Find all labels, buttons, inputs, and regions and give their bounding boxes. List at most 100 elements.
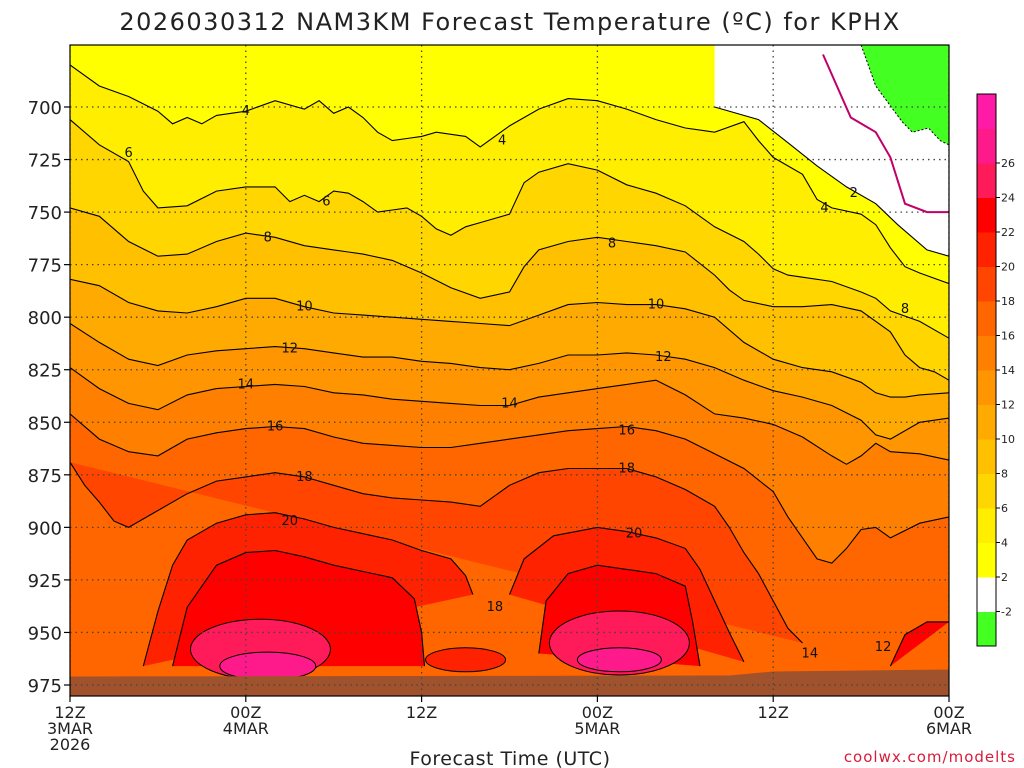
colorbar-swatch-15 [977, 94, 996, 129]
contour-label-18c-18: 18 [618, 462, 635, 477]
contour-label-8c-5: 8 [608, 237, 616, 252]
isotherm-14c-7 [70, 367, 949, 465]
isotherm-22c-13 [538, 564, 701, 667]
x-tick-line: 6MAR [926, 719, 972, 738]
y-tick-label-975: 975 [28, 676, 62, 697]
x-tick-label-24: 12Z [406, 703, 437, 722]
contour-label-14c-12: 14 [238, 377, 255, 392]
isotherm-12c-6 [70, 323, 949, 440]
y-tick-label-750: 750 [28, 203, 62, 224]
colorbar-label-6: 6 [1001, 502, 1008, 515]
colorbar-swatch-12 [977, 197, 996, 233]
plot-frame [69, 44, 950, 697]
x-tick-label-0: 12Z 3MAR 2026 [47, 703, 93, 754]
band-below-minus2 [860, 45, 949, 146]
isotherm-10c-5 [70, 278, 949, 398]
core-26c-5mar [576, 647, 662, 673]
isotherm-4c-2 [70, 64, 949, 285]
colorbar-label-4: 4 [1001, 537, 1008, 550]
colorbar-swatch-4 [977, 473, 996, 509]
x-tick-line: 00Z [933, 703, 964, 722]
isotherm-lines [70, 54, 949, 667]
x-tick-line: 4MAR [223, 719, 269, 738]
colorbar-swatch-14 [977, 128, 996, 164]
colorbar-swatch-13 [977, 163, 996, 198]
contour-labels: 4 4 6 6 8 8 8 10 10 12 12 12 14 14 14 16 16 18 18 18 2 4 20 20 [124, 104, 909, 661]
colorbar-label-10: 10 [1001, 433, 1015, 446]
x-tick-line: 2026 [50, 735, 91, 754]
colorbar-label-16: 16 [1001, 330, 1015, 343]
isotherm-6c-3 [70, 119, 949, 339]
contour-label-4c-1: 4 [498, 134, 506, 149]
x-tick-line: 00Z [230, 703, 261, 722]
contour-label-12c-10: 12 [655, 350, 672, 365]
contour-label-20c-23: 20 [626, 527, 643, 542]
colorbar-label-24: 24 [1001, 192, 1015, 205]
contour-label-8c-6: 8 [901, 302, 909, 317]
x-tick-label-60: 00Z 6MAR [926, 703, 972, 738]
contour-label-2c-20: 2 [850, 186, 858, 201]
contour-label-12c-9: 12 [281, 342, 298, 357]
contour-label-20c-22: 20 [281, 514, 298, 529]
y-tick-label-950: 950 [28, 623, 62, 644]
x-tick-line: 5MAR [574, 719, 620, 738]
contour-label-6c-3: 6 [322, 195, 330, 210]
isotherm-20c-11 [508, 526, 745, 663]
colorbar-swatch-0 [977, 611, 996, 647]
contour-label-10c-7: 10 [296, 300, 313, 315]
contour-label-6c-2: 6 [124, 146, 132, 161]
colorbar-label-14: 14 [1001, 364, 1015, 377]
ground-surface [70, 669, 949, 696]
contour-label-4c-0: 4 [242, 104, 250, 119]
isotherm-22c-14 [889, 621, 949, 667]
x-tick-line: 00Z [582, 703, 613, 722]
isotherm-20c-10 [142, 512, 474, 667]
isotherm-2c-1 [714, 106, 949, 257]
isotherm-16c-8 [70, 413, 949, 564]
y-tick-label-900: 900 [28, 518, 62, 539]
contour-label-16c-16: 16 [618, 424, 635, 439]
colorbar-label-20: 20 [1001, 261, 1015, 274]
y-tick-label-850: 850 [28, 413, 62, 434]
contour-label-18c-17: 18 [296, 470, 313, 485]
x-tick-label-36: 00Z 5MAR [574, 703, 620, 738]
y-tick-label-800: 800 [28, 308, 62, 329]
core-20c-midday [425, 647, 507, 673]
isotherm-8c-4 [70, 207, 949, 381]
gridlines [70, 45, 949, 696]
contour-label-14c-14: 14 [802, 646, 819, 661]
colorbar-swatch-10 [977, 266, 996, 302]
contour-label-4c-21: 4 [820, 201, 828, 216]
y-tick-label-875: 875 [28, 466, 62, 487]
colorbar-swatch-6 [977, 404, 996, 440]
isotherm-22c-12 [172, 549, 426, 667]
x-tick-line: 12Z [406, 703, 437, 722]
x-tick-label-12: 00Z 4MAR [223, 703, 269, 738]
y-tick-label-775: 775 [28, 256, 62, 277]
x-tick-label-48: 12Z [758, 703, 789, 722]
y-tick-label-925: 925 [28, 571, 62, 592]
contour-label-16c-15: 16 [267, 419, 284, 434]
colorbar-swatch-9 [977, 301, 996, 336]
x-tick-line: 12Z [758, 703, 789, 722]
credit-url: coolwx.com/modelts [844, 748, 1016, 766]
contour-label-12c-11: 12 [875, 640, 892, 655]
isotherm-0c-0 [822, 54, 949, 214]
y-tick-label-725: 725 [28, 151, 62, 172]
y-tick-label-825: 825 [28, 361, 62, 382]
colorbar-swatch-2 [977, 542, 996, 578]
contour-label-18c-19: 18 [487, 600, 504, 615]
x-axis-label: Forecast Time (UTC) [410, 748, 611, 768]
y-axis: 700 725 750 775 800 825 850 875 900 925 950 975 [28, 98, 70, 697]
colorbar-swatch-1 [977, 577, 996, 612]
contour-label-10c-8: 10 [648, 298, 665, 313]
x-tick-line: 3MAR [47, 719, 93, 738]
colorbar-swatch-8 [977, 335, 996, 371]
contour-label-8c-4: 8 [264, 230, 272, 245]
contour-label-14c-13: 14 [501, 396, 518, 411]
colorbar-label-12: 12 [1001, 399, 1015, 412]
colorbar-label-26: 26 [1001, 157, 1015, 170]
ground-layer [70, 669, 949, 696]
